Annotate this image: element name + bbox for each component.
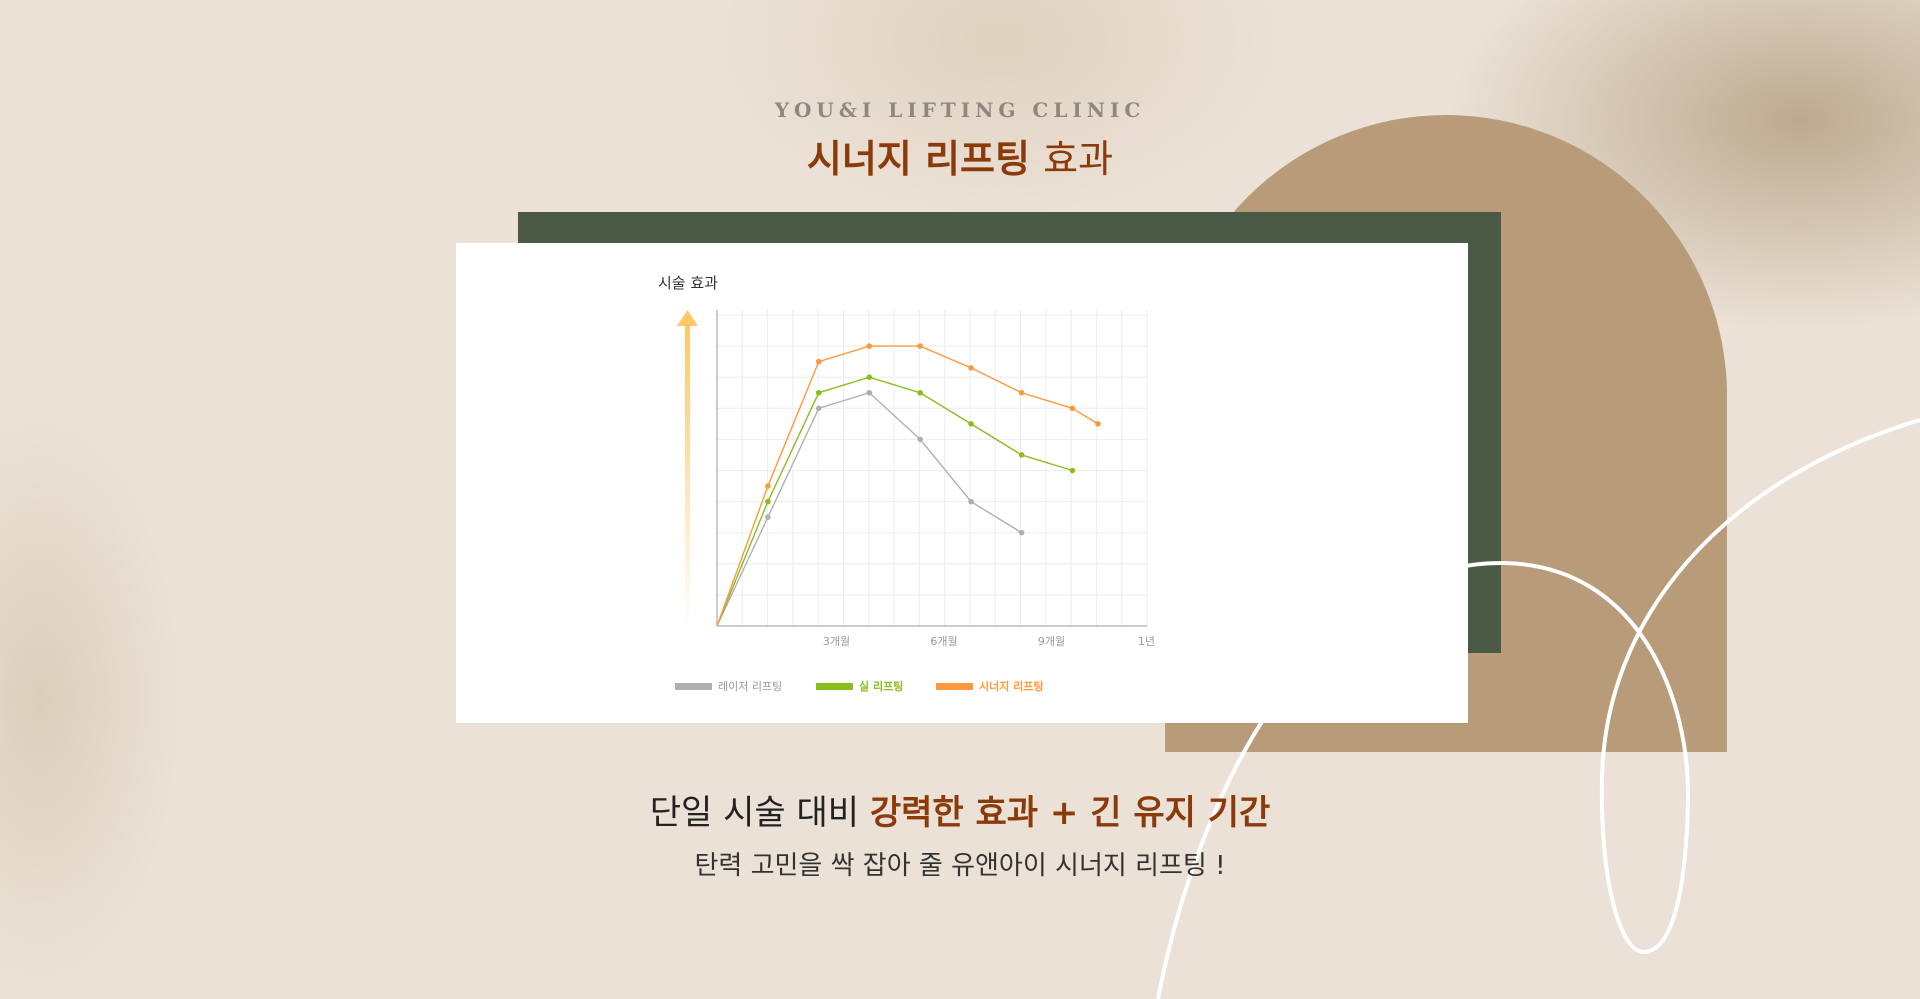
data-point xyxy=(866,374,873,380)
clinic-eyebrow: YOU&I LIFTING CLINIC xyxy=(774,98,1146,122)
page-title: 시너지 리프팅 효과 xyxy=(0,128,1920,183)
title-regular: 효과 xyxy=(1043,137,1114,181)
data-point xyxy=(917,436,923,443)
legend-swatch xyxy=(816,683,853,690)
data-point xyxy=(968,421,974,427)
x-tick-label: 1년 xyxy=(1138,635,1155,648)
legend-swatch xyxy=(675,683,712,690)
headline-prefix: 단일 시술 대비 xyxy=(649,793,870,833)
data-point xyxy=(968,365,974,371)
data-point xyxy=(815,405,822,412)
data-point xyxy=(917,343,923,349)
legend-label: 실 리프팅 xyxy=(859,679,903,693)
series-line xyxy=(716,376,1073,627)
data-point xyxy=(1018,529,1025,536)
legend-label: 레이저 리프팅 xyxy=(718,680,782,693)
x-tick-label: 6개월 xyxy=(930,635,957,648)
legend-label: 시너지 리프팅 xyxy=(979,679,1044,693)
data-point xyxy=(1018,389,1025,396)
legend-swatch xyxy=(936,683,973,690)
data-point xyxy=(765,483,771,489)
data-point xyxy=(765,514,771,520)
headline-bold: 강력한 효과 + 긴 유지 기간 xyxy=(869,793,1271,833)
x-tick-label: 3개월 xyxy=(823,635,850,648)
data-point xyxy=(866,389,873,396)
data-point xyxy=(815,389,822,396)
data-point xyxy=(866,343,873,349)
y-axis-arrow-icon xyxy=(677,310,698,326)
data-point xyxy=(765,498,771,505)
headline: 단일 시술 대비 강력한 효과 + 긴 유지 기간 xyxy=(0,785,1920,834)
data-point xyxy=(815,358,822,365)
x-tick-label: 9개월 xyxy=(1038,635,1065,648)
data-point xyxy=(1069,405,1076,412)
data-point xyxy=(1069,467,1076,474)
data-point xyxy=(1018,452,1025,458)
data-point xyxy=(968,498,974,505)
title-bold: 시너지 리프팅 xyxy=(806,137,1030,181)
y-axis-label: 시술 효과 xyxy=(658,274,718,292)
y-axis-arrow-shaft xyxy=(685,325,690,627)
subline: 탄력 고민을 싹 잡아 줄 유앤아이 시너지 리프팅 ! xyxy=(694,851,1226,881)
data-point xyxy=(917,389,923,396)
data-point xyxy=(1095,421,1101,427)
